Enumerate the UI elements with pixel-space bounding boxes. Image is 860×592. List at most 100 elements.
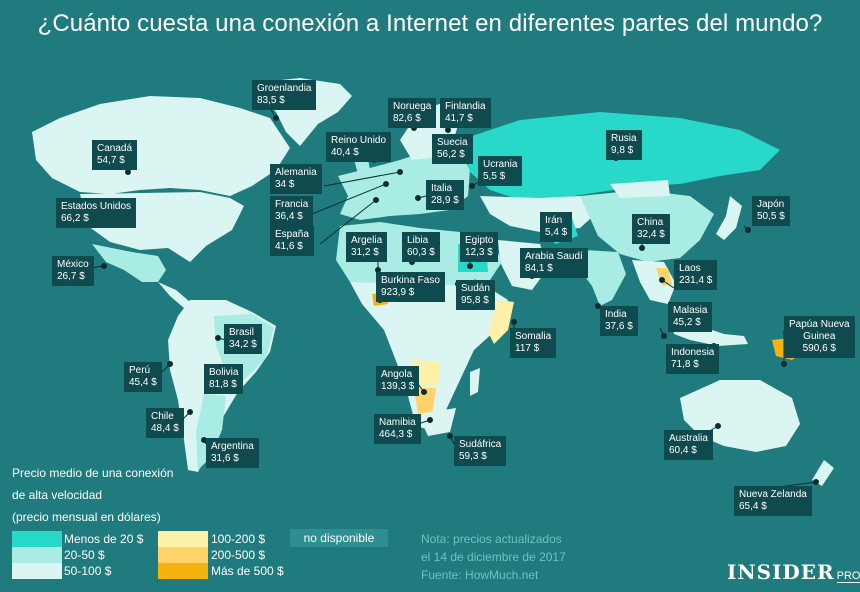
country-value: 32,4 $ <box>637 229 665 240</box>
country-value: 81,8 $ <box>209 379 237 390</box>
country-value: 45,4 $ <box>129 377 157 388</box>
country-name: Nueva Zelanda <box>739 489 807 500</box>
label-argentina: Argentina 31,6 $ <box>206 438 259 468</box>
country-name: Burkina Faso <box>381 275 440 286</box>
label-malasia: Malasia 45,2 $ <box>668 302 713 332</box>
region-central-america <box>158 282 190 308</box>
country-value: 60,3 $ <box>407 247 435 258</box>
label-francia: Francia 36,4 $ <box>270 196 314 226</box>
country-value: 12,3 $ <box>465 247 493 258</box>
legend-no-data: no disponible <box>290 529 388 547</box>
country-name: Italia <box>431 183 453 194</box>
label-rusia: Rusia 9,8 $ <box>606 130 642 160</box>
legend-swatch-lt20 <box>12 531 62 547</box>
country-name-line-1: Papúa Nueva <box>789 319 850 330</box>
country-name: India <box>605 309 627 320</box>
label-canada: Canadá 54,7 $ <box>92 140 138 170</box>
label-espana: España 41,6 $ <box>270 226 314 256</box>
region-laos <box>656 268 672 286</box>
map-title: ¿Cuánto cuesta una conexión a Internet e… <box>37 10 823 37</box>
region-india <box>580 250 626 306</box>
country-name: Argelia <box>351 235 383 246</box>
source-note: Nota: precios actualizados el 14 de dici… <box>421 530 566 584</box>
label-noruega: Noruega 82,6 $ <box>388 98 437 128</box>
label-china: China 32,4 $ <box>632 214 670 244</box>
country-name: Namibia <box>379 417 416 428</box>
label-reino-unido: Reino Unido 40,4 $ <box>326 132 392 162</box>
country-name: Chile <box>151 411 174 422</box>
label-finlandia: Finlandia 41,7 $ <box>440 98 491 128</box>
legend-label-20-50: 20-50 $ <box>64 548 105 562</box>
country-value: 50,5 $ <box>757 211 785 222</box>
country-name: Reino Unido <box>331 135 387 146</box>
country-value: 28,9 $ <box>431 195 459 206</box>
legend-title: Precio medio de una conexión de alta vel… <box>12 462 242 528</box>
country-value: 34 $ <box>275 179 295 190</box>
country-value: 5,5 $ <box>483 171 506 182</box>
country-value: 41,6 $ <box>275 241 303 252</box>
region-somalia <box>488 300 514 344</box>
country-name: Ucrania <box>483 159 518 170</box>
country-value: 34,2 $ <box>229 339 257 350</box>
country-name: Perú <box>129 365 151 376</box>
region-south-africa <box>418 408 456 436</box>
legend-label-200-500: 200-500 $ <box>211 548 266 562</box>
country-name: España <box>275 229 309 240</box>
region-canada <box>32 96 290 196</box>
country-value: 54,7 $ <box>97 155 125 166</box>
country-name: Somalia <box>515 331 552 342</box>
label-brasil: Brasil 34,2 $ <box>224 324 262 354</box>
legend-title-line: Precio medio de una conexión <box>12 466 174 480</box>
region-madagascar <box>470 368 480 396</box>
country-name: Rusia <box>611 133 637 144</box>
country-value: 82,6 $ <box>393 113 421 124</box>
country-value: 95,8 $ <box>461 295 489 306</box>
label-mexico: México 26,7 $ <box>52 256 94 286</box>
label-libia: Libia 60,3 $ <box>402 232 440 262</box>
country-value: 464,3 $ <box>379 429 413 440</box>
country-value: 31,2 $ <box>351 247 379 258</box>
label-japon: Japón 50,5 $ <box>752 196 790 226</box>
label-sudan: Sudán 95,8 $ <box>456 280 495 310</box>
country-value: 9,8 $ <box>611 145 634 156</box>
legend-swatch-gt500 <box>158 563 208 579</box>
note-line: Fuente: HowMuch.net <box>421 568 539 582</box>
label-iran: Irán 5,4 $ <box>540 212 573 242</box>
label-chile: Chile 48,4 $ <box>146 408 184 438</box>
region-mexico <box>92 244 166 282</box>
country-value: 45,2 $ <box>673 317 701 328</box>
country-name: Egipto <box>465 235 494 246</box>
label-argelia: Argelia 31,2 $ <box>346 232 388 262</box>
legend-label-100-200: 100-200 $ <box>211 532 266 546</box>
region-argentina <box>196 394 226 470</box>
label-india: India 37,6 $ <box>600 306 638 336</box>
legend-swatch-50-100 <box>12 563 62 579</box>
label-somalia: Somalia 117 $ <box>510 328 557 358</box>
country-name: Brasil <box>229 327 255 338</box>
insider-pro-logo: INSIDER PRO <box>727 560 860 584</box>
label-groenlandia: Groenlandia 83,5 $ <box>252 80 317 110</box>
country-name: Angola <box>381 369 413 380</box>
country-name: Malasia <box>673 305 708 316</box>
country-value: 590,6 $ <box>802 343 836 354</box>
country-name: Suecia <box>437 137 468 148</box>
region-mongolia <box>610 180 670 198</box>
country-name: Arabia Saudí <box>525 251 583 262</box>
region-central-africa <box>350 282 508 430</box>
country-name: Japón <box>757 199 785 210</box>
brand-suffix: PRO <box>836 570 860 583</box>
label-alemania: Alemania 34 $ <box>270 164 322 194</box>
country-value: 41,7 $ <box>445 113 473 124</box>
label-peru: Perú 45,4 $ <box>124 362 162 392</box>
country-name: Sudáfrica <box>459 439 502 450</box>
country-name: Canadá <box>97 143 133 154</box>
legend-title-line: de alta velocidad <box>12 488 103 502</box>
country-name: Groenlandia <box>257 83 312 94</box>
label-estados-unidos: Estados Unidos 66,2 $ <box>56 198 137 228</box>
country-value: 139,3 $ <box>381 381 415 392</box>
label-italia: Italia 28,9 $ <box>426 180 464 210</box>
country-name: Francia <box>275 199 309 210</box>
label-ucrania: Ucrania 5,5 $ <box>478 156 523 186</box>
country-name: Estados Unidos <box>61 201 132 212</box>
label-australia: Australia 60,4 $ <box>664 430 713 460</box>
